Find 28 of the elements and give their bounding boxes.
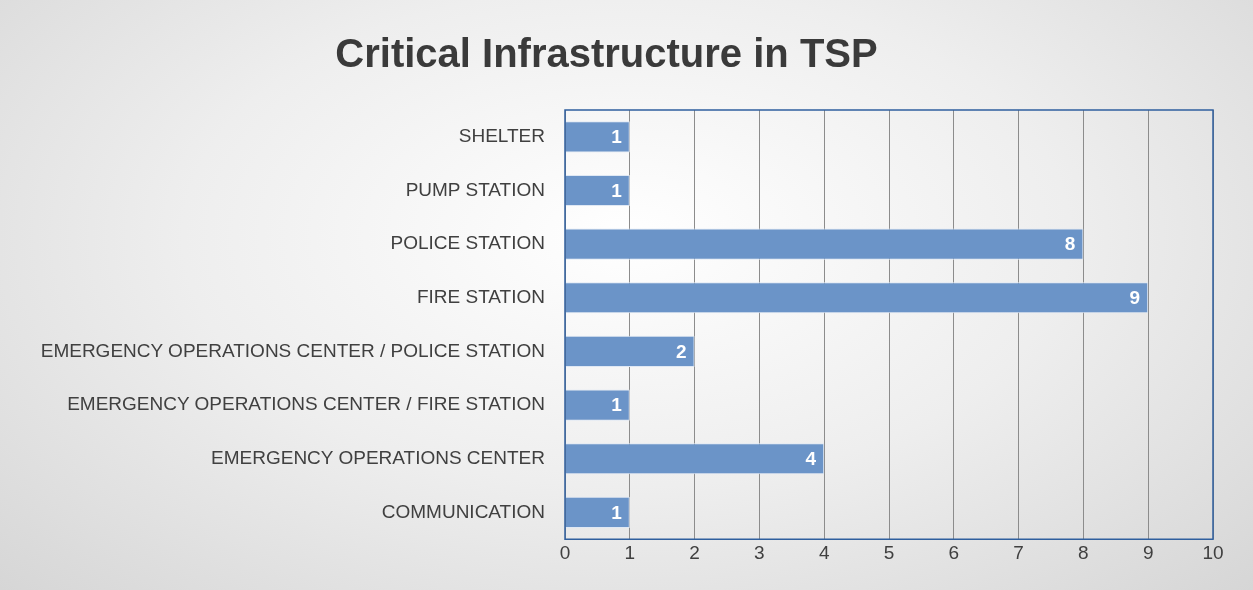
data-label: 1	[611, 501, 623, 523]
x-tick-label: 3	[754, 541, 765, 563]
y-tick-label: COMMUNICATION	[381, 500, 545, 522]
x-tick-label: 4	[818, 541, 830, 563]
x-tick-label: 9	[1142, 541, 1154, 563]
y-tick-label: EMERGENCY OPERATIONS CENTER / POLICE STATION	[40, 339, 545, 361]
y-tick-label: FIRE STATION	[416, 286, 545, 308]
y-tick-label: POLICE STATION	[390, 232, 545, 254]
y-tick-label: EMERGENCY OPERATIONS CENTER	[211, 446, 545, 468]
x-tick-label: 2	[689, 541, 700, 563]
data-label: 4	[805, 447, 817, 469]
x-tick-label: 7	[1013, 541, 1024, 563]
data-label: 9	[1129, 287, 1141, 309]
x-tick-label: 1	[624, 541, 636, 563]
x-tick-label: 10	[1202, 541, 1224, 563]
x-tick-label: 5	[883, 541, 895, 563]
data-label: 2	[676, 340, 687, 362]
x-tick-label: 0	[559, 541, 571, 563]
data-label: 1	[611, 179, 623, 201]
data-label: 8	[1064, 233, 1076, 255]
y-tick-label: EMERGENCY OPERATIONS CENTER / FIRE STATION	[67, 393, 545, 415]
x-tick-label: 8	[1078, 541, 1089, 563]
chart-title: Critical Infrastructure in TSP	[335, 31, 878, 76]
y-tick-label: PUMP STATION	[405, 178, 545, 200]
y-tick-label: SHELTER	[458, 125, 545, 147]
data-label: 1	[611, 126, 623, 148]
x-tick-label: 6	[948, 541, 960, 563]
data-label: 1	[611, 394, 623, 416]
